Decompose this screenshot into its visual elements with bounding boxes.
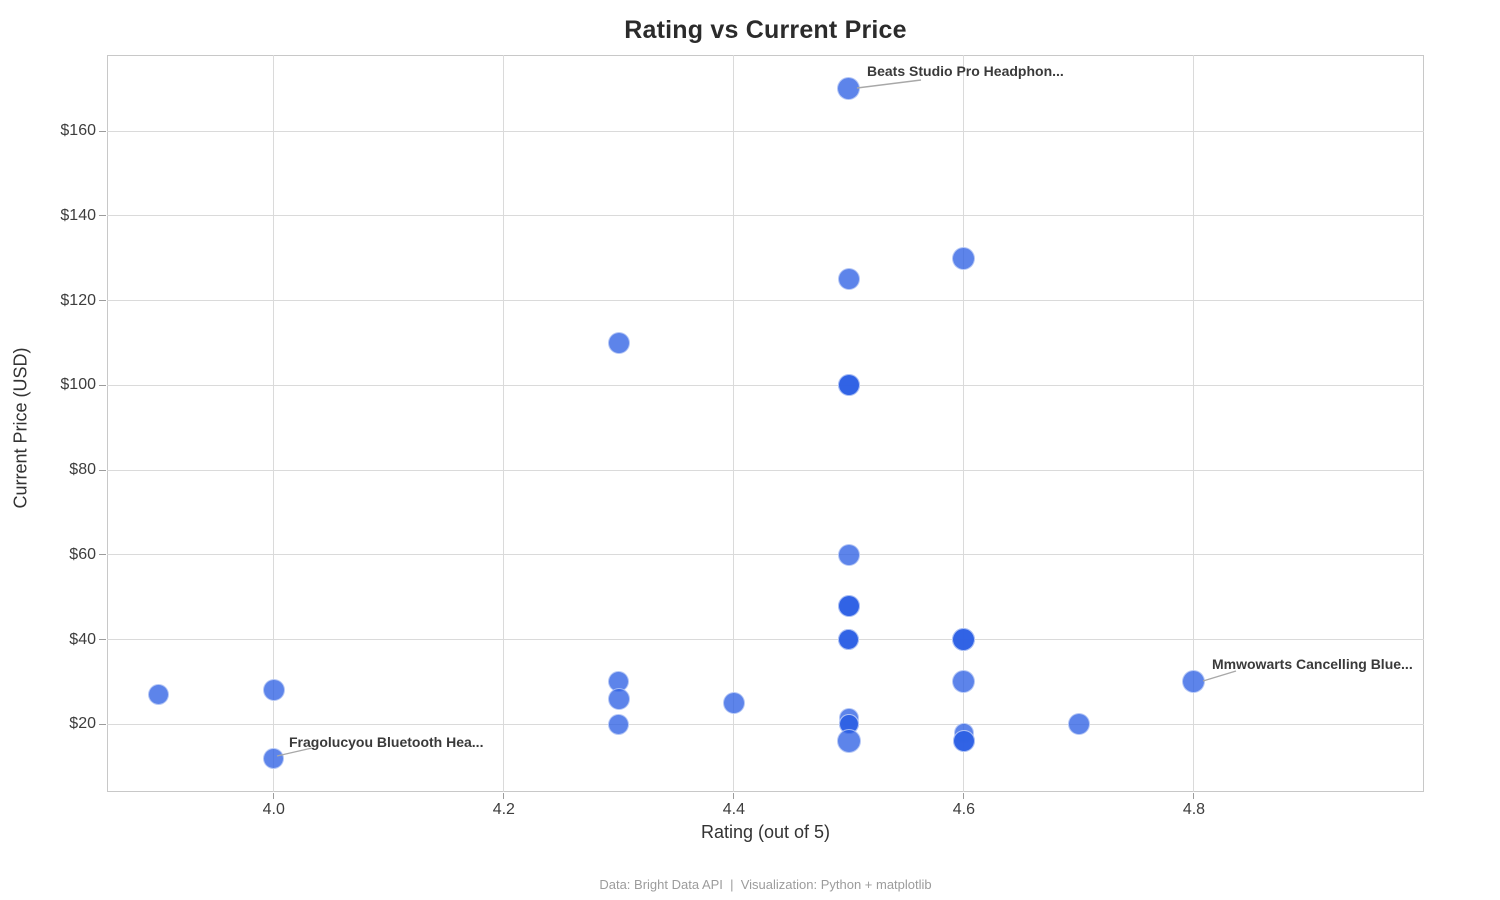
scatter-point [838,629,860,651]
tick-mark-y [99,215,106,217]
tick-mark-x [1193,793,1195,799]
scatter-point [952,628,976,652]
scatter-point [262,679,285,702]
y-tick-label: $120 [60,291,96,309]
gridline-y [107,723,1424,725]
tick-mark-y [99,639,106,641]
scatter-point [722,692,745,715]
scatter-point [607,332,630,355]
x-axis-label: Rating (out of 5) [700,822,831,842]
scatter-point [148,684,170,706]
gridline-x [273,55,275,792]
scatter-point [608,713,630,735]
x-tick-label: 4.2 [492,801,515,818]
tick-mark-x [733,793,735,799]
chart-footer: Data: Bright Data API | Visualization: P… [599,877,932,892]
chart-title: Rating vs Current Price [624,16,907,44]
scatter-point [607,687,630,710]
scatter-point [837,77,861,101]
gridline-x [733,55,735,792]
y-tick-label: $80 [69,461,96,479]
scatter-point [837,543,860,566]
scatter-point [1182,670,1206,694]
tick-mark-y [99,384,106,386]
annotation-label: Fragolucyou Bluetooth Hea... [289,734,484,750]
scatter-point [837,374,860,397]
y-tick-label: $140 [60,206,96,224]
y-tick-label: $100 [60,376,96,394]
gridline-y [107,384,1424,386]
scatter-point [952,670,976,694]
tick-mark-x [503,793,505,799]
tick-mark-x [963,793,965,799]
scatter-point [263,747,285,769]
scatter-point [1067,713,1090,736]
gridline-x [503,55,505,792]
plot-area [107,55,1424,792]
gridline-y [107,639,1424,641]
scatter-point [837,268,860,291]
scatter-point [837,594,860,617]
scatter-point [952,246,976,270]
x-tick-label: 4.0 [262,801,285,818]
annotation-label: Mmwowarts Cancelling Blue... [1212,656,1413,672]
y-tick-label: $20 [69,715,96,733]
y-axis-label: Current Price (USD) [10,347,31,509]
x-tick-label: 4.4 [722,801,745,818]
gridline-y [107,300,1424,302]
scatter-point [836,729,861,754]
gridline-y [107,469,1424,471]
tick-mark-x [273,793,275,799]
gridline-y [107,215,1424,217]
y-tick-label: $60 [69,545,96,563]
tick-mark-y [99,469,106,471]
x-tick-label: 4.6 [952,801,976,818]
gridline-y [107,130,1424,132]
tick-mark-y [99,723,106,725]
scatter-point [952,730,975,753]
tick-mark-y [99,554,106,556]
gridline-y [107,554,1424,556]
y-tick-label: $40 [69,630,96,648]
tick-mark-y [99,130,106,132]
gridline-x [963,55,965,792]
annotation-label: Beats Studio Pro Headphon... [867,63,1064,79]
x-tick-label: 4.8 [1182,801,1206,818]
tick-mark-y [99,300,106,302]
gridline-x [1193,55,1195,792]
y-tick-label: $160 [60,122,96,140]
